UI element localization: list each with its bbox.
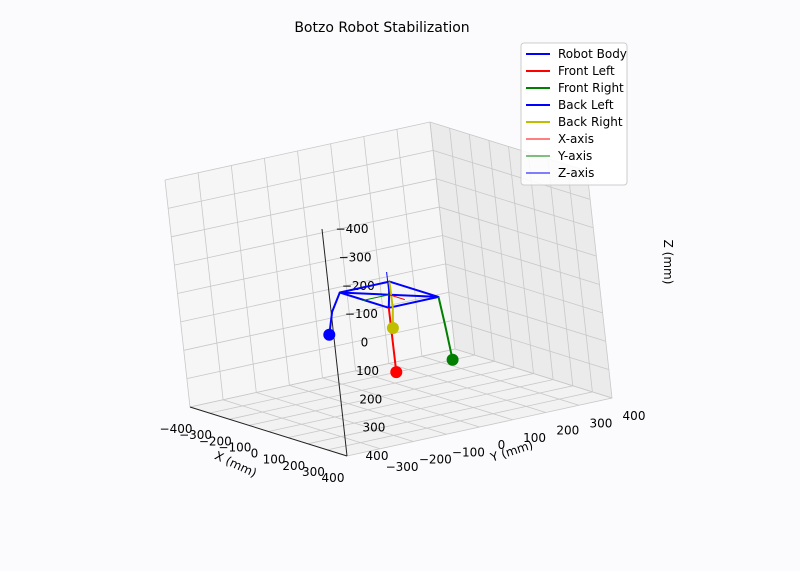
x-tick-label: −300 xyxy=(179,428,212,442)
y-tick-label: −100 xyxy=(452,445,485,459)
z-tick-label: −100 xyxy=(345,307,378,321)
z-tick-label: −400 xyxy=(336,222,369,236)
z-tick-label: 0 xyxy=(361,336,369,350)
foot-front-right xyxy=(446,353,459,366)
grid-line-z xyxy=(189,348,613,408)
legend-label: Back Right xyxy=(558,115,623,129)
x-tick-label: 300 xyxy=(302,465,325,479)
z-tick-label: 100 xyxy=(356,364,379,378)
x-axis-line xyxy=(189,406,348,457)
orientation-z-axis xyxy=(386,271,390,295)
legend-label: Robot Body xyxy=(558,47,627,61)
legend-label: X-axis xyxy=(558,132,594,146)
robot-plot xyxy=(323,271,459,379)
orientation-x-axis xyxy=(388,294,405,301)
legend-label: Front Right xyxy=(558,81,624,95)
x-tick-label: 400 xyxy=(322,471,345,485)
chart-title: Botzo Robot Stabilization xyxy=(294,20,469,36)
robot-body-line xyxy=(338,280,440,309)
leg-front-right xyxy=(437,296,454,361)
legend: Robot Body Front Left Front Right Back Left… xyxy=(520,42,628,186)
foot-back-right xyxy=(386,322,399,334)
y-tick-label: 300 xyxy=(589,416,612,430)
tick-labels: −400−300−200−100 0 100200300400−300−200−10… xyxy=(160,222,646,485)
y-tick-label: −200 xyxy=(419,453,452,467)
legend-label: Back Left xyxy=(558,98,614,112)
foot-front-left xyxy=(390,366,403,379)
y-tick-label: 200 xyxy=(556,424,579,438)
x-tick-label: −100 xyxy=(218,440,251,454)
leg-back-left xyxy=(328,292,341,335)
x-tick-label: 100 xyxy=(263,453,286,467)
y-tick-label: 100 xyxy=(523,431,546,445)
leg-back-right xyxy=(388,281,394,329)
x-tick-label: −200 xyxy=(199,434,232,448)
legend-label: Z-axis xyxy=(558,166,594,180)
orientation-y-axis xyxy=(362,294,390,301)
y-tick-label: 400 xyxy=(623,409,646,423)
y-axis-label: Y (mm) xyxy=(488,438,535,465)
legend-label: Y-axis xyxy=(557,149,592,163)
y-tick-label: −300 xyxy=(386,460,419,474)
z-axis-label: Z (mm) xyxy=(661,240,675,285)
leg-front-left xyxy=(387,307,398,373)
legend-box xyxy=(520,42,628,186)
z-tick-label: 400 xyxy=(366,449,389,463)
z-tick-label: 200 xyxy=(359,392,382,406)
x-tick-label: −400 xyxy=(160,422,193,436)
x-tick-label: 200 xyxy=(282,459,305,473)
z-tick-label: −300 xyxy=(339,250,372,264)
y-tick-label: 0 xyxy=(498,438,506,452)
axis-lines xyxy=(189,228,348,457)
grid-lines xyxy=(164,121,613,457)
z-axis-line xyxy=(321,228,348,457)
legend-label: Front Left xyxy=(558,64,615,78)
z-tick-label: 300 xyxy=(362,421,385,435)
foot-back-left xyxy=(323,328,336,341)
x-tick-label: 0 xyxy=(251,447,259,461)
